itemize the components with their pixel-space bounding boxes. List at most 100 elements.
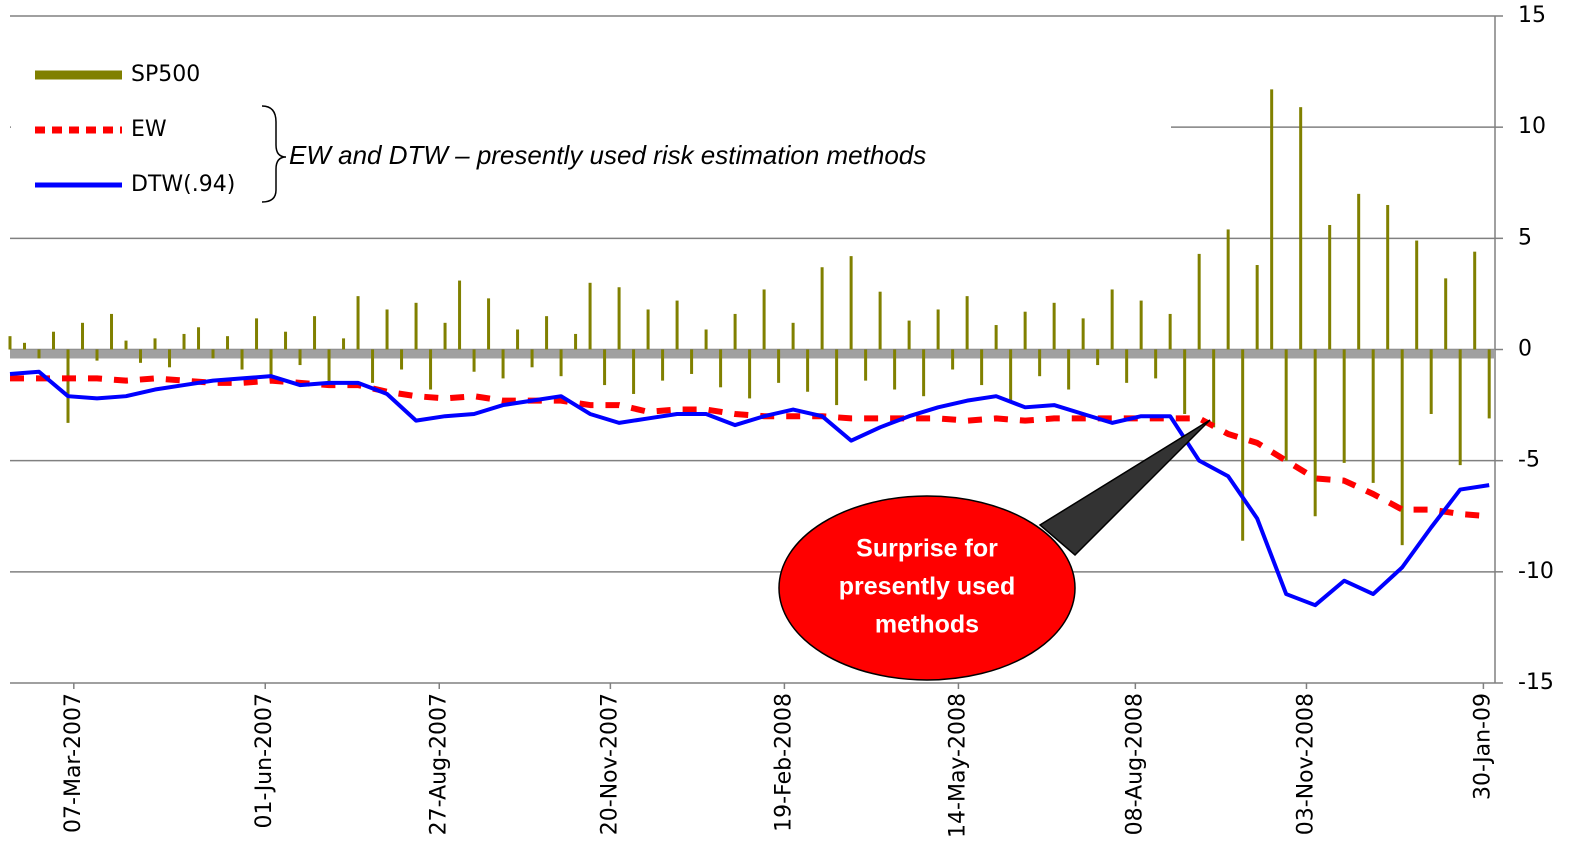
bar (1067, 349, 1071, 390)
bar (951, 349, 955, 370)
bar (1400, 349, 1404, 546)
bar (777, 349, 781, 383)
x-tick-label: 19-Feb-2008 (771, 693, 796, 832)
bar (414, 302, 418, 350)
x-tick-label: 27-Aug-2007 (426, 693, 451, 835)
bar (1096, 349, 1100, 366)
bar (849, 256, 853, 350)
bar (1371, 349, 1375, 483)
callout-text: methods (875, 611, 979, 639)
bar (313, 316, 317, 350)
bar (1487, 349, 1491, 419)
bar (342, 338, 346, 350)
bar (458, 280, 462, 350)
bar (1284, 349, 1288, 461)
bar (1429, 349, 1433, 414)
bar (980, 349, 984, 386)
bar (516, 329, 520, 350)
bar (704, 329, 708, 350)
bar (371, 349, 375, 383)
callout-text: Surprise for (856, 535, 998, 563)
bar (1183, 349, 1187, 414)
bar (124, 340, 128, 350)
bar (429, 349, 433, 390)
bar (52, 331, 56, 350)
bar (733, 313, 737, 350)
bar (327, 349, 331, 386)
bar (864, 349, 868, 381)
bar (1212, 349, 1216, 428)
y-tick-label: 15 (1518, 3, 1546, 28)
bar (1081, 318, 1085, 350)
bar (168, 349, 172, 368)
bar (661, 349, 665, 381)
bar (1154, 349, 1158, 379)
bar (211, 349, 215, 359)
bar (240, 349, 244, 370)
bar (994, 325, 998, 350)
bar (1023, 311, 1027, 350)
bar (907, 320, 911, 350)
x-tick-label: 03-Nov-2008 (1293, 693, 1318, 835)
x-tick-label: 08-Aug-2008 (1122, 693, 1147, 835)
bar (617, 287, 621, 350)
bar (690, 349, 694, 374)
bar (632, 349, 636, 394)
line-series (10, 375, 1490, 520)
y-tick-label: 0 (1518, 337, 1532, 362)
bar (1197, 253, 1201, 350)
bar (1038, 349, 1042, 377)
bar (284, 331, 288, 350)
bar (806, 349, 810, 392)
bar (472, 349, 476, 372)
bar (574, 333, 578, 350)
bar (8, 336, 12, 350)
bar (269, 349, 273, 377)
bar (893, 349, 897, 390)
brace (261, 105, 287, 203)
bar (81, 322, 85, 350)
x-tick-label: 07-Mar-2007 (61, 693, 86, 833)
bar (748, 349, 752, 399)
bar (936, 309, 940, 350)
bar (1415, 240, 1419, 350)
bar (255, 318, 259, 350)
baseline-band (10, 349, 1495, 359)
bar (1110, 289, 1114, 350)
bar (820, 267, 824, 350)
callout-pointer (1038, 419, 1211, 557)
bar (1052, 302, 1056, 350)
x-tick-label: 30-Jan-09 (1470, 693, 1495, 800)
bar (719, 349, 723, 388)
bar (1270, 89, 1274, 350)
annotation: EW and DTW – presently used risk estimat… (289, 140, 926, 170)
bar (298, 349, 302, 366)
bar (23, 342, 27, 350)
bar (501, 349, 505, 379)
bar (791, 322, 795, 350)
bar (1168, 313, 1172, 350)
bar (95, 349, 99, 361)
line-series (9, 369, 1490, 608)
bar (197, 327, 201, 350)
bar (762, 289, 766, 350)
bar (1473, 251, 1477, 350)
bar (1009, 349, 1013, 401)
y-tick-label: -15 (1518, 670, 1554, 695)
legend-label: EW (131, 117, 167, 142)
legend-label: SP500 (131, 62, 200, 87)
bar (1299, 107, 1303, 350)
bar (559, 349, 563, 377)
bar (835, 349, 839, 406)
x-tick-label: 14-May-2008 (945, 693, 970, 838)
bar (356, 296, 360, 350)
y-tick-label: 5 (1518, 225, 1532, 250)
bar (965, 296, 969, 350)
bar (1255, 265, 1259, 350)
bar (1139, 300, 1143, 350)
bar (139, 349, 143, 363)
y-tick-label: 10 (1518, 114, 1546, 139)
bar (153, 338, 157, 350)
bar (66, 349, 70, 423)
